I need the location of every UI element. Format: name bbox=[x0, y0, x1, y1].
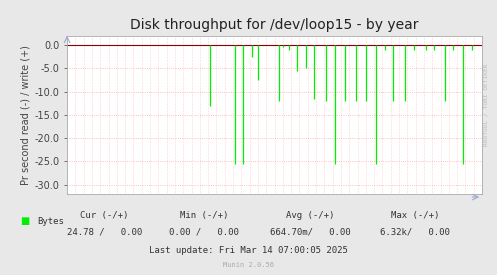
Text: 6.32k/   0.00: 6.32k/ 0.00 bbox=[380, 228, 450, 237]
Text: 0.00 /   0.00: 0.00 / 0.00 bbox=[169, 228, 239, 237]
Title: Disk throughput for /dev/loop15 - by year: Disk throughput for /dev/loop15 - by yea… bbox=[130, 18, 419, 32]
Text: Max (-/+): Max (-/+) bbox=[391, 211, 439, 220]
Text: Cur (-/+): Cur (-/+) bbox=[80, 211, 129, 220]
Text: RRDTOOL / TOBI OETIKER: RRDTOOL / TOBI OETIKER bbox=[483, 63, 488, 146]
Text: Min (-/+): Min (-/+) bbox=[179, 211, 228, 220]
Text: Last update: Fri Mar 14 07:00:05 2025: Last update: Fri Mar 14 07:00:05 2025 bbox=[149, 246, 348, 255]
Text: ■: ■ bbox=[20, 216, 29, 226]
Text: 664.70m/   0.00: 664.70m/ 0.00 bbox=[270, 228, 351, 237]
Text: Munin 2.0.56: Munin 2.0.56 bbox=[223, 262, 274, 268]
Y-axis label: Pr second read (-) / write (+): Pr second read (-) / write (+) bbox=[20, 45, 30, 185]
Text: 24.78 /   0.00: 24.78 / 0.00 bbox=[67, 228, 142, 237]
Text: Bytes: Bytes bbox=[37, 217, 64, 226]
Text: Avg (-/+): Avg (-/+) bbox=[286, 211, 335, 220]
